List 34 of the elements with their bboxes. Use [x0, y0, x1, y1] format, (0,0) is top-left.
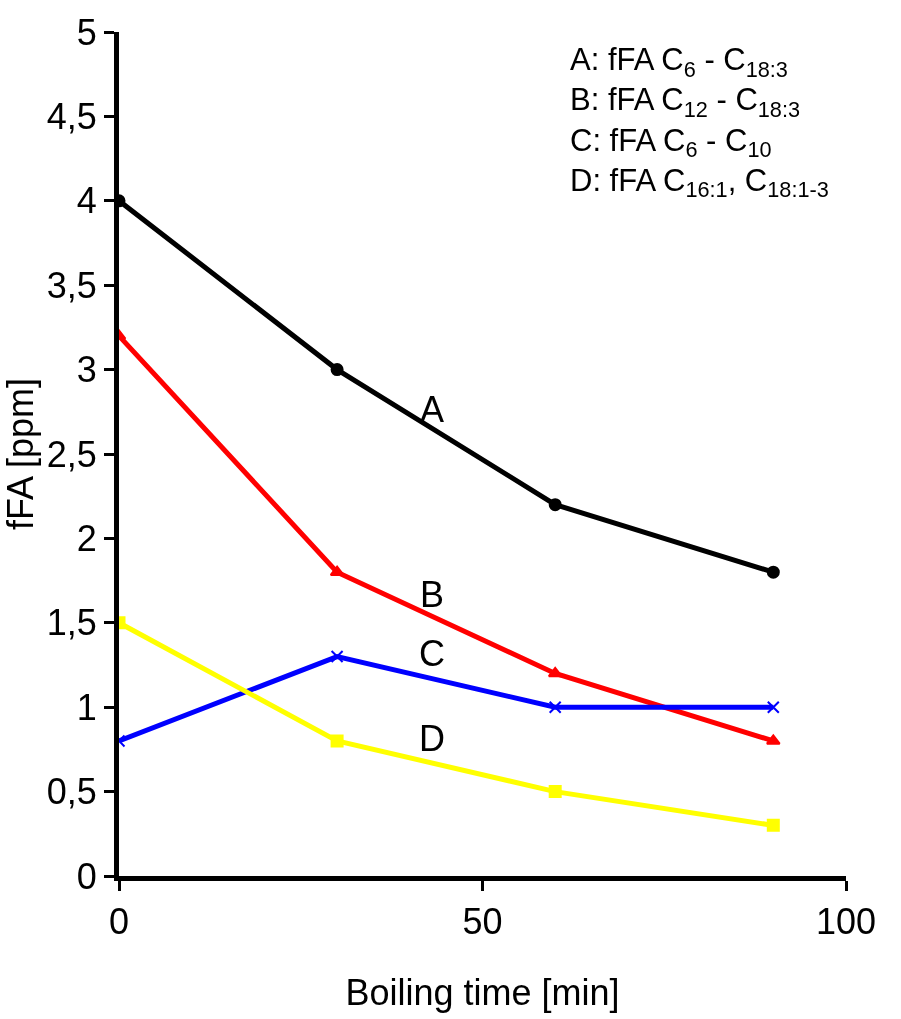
y-axis-title: fFA [ppm] [0, 377, 41, 531]
y-tick-label: 2 [76, 518, 97, 559]
point [330, 734, 344, 748]
point [766, 565, 780, 579]
y-tick-label: 4 [76, 180, 97, 222]
y-tick-label: 0,5 [46, 771, 97, 813]
series-label: A [420, 389, 445, 430]
point [548, 498, 562, 512]
y-tick-label: 0 [76, 855, 97, 897]
y-tick-label: 5 [76, 11, 97, 53]
y-tick-label: 1 [76, 686, 97, 728]
x-tick-label: 100 [815, 901, 877, 943]
point [548, 785, 562, 799]
annotation: A: fFA C$_{6}$ - C$_{18:3}$ [570, 42, 788, 82]
point [548, 700, 562, 714]
y-tick-label: 1,5 [46, 602, 97, 644]
annotation: C: fFA C$_{6}$ - C$_{10}$ [570, 122, 772, 163]
annotation: B: fFA C$_{12}$ - C$_{18:3}$ [570, 82, 800, 122]
y-tick-label: 2,5 [46, 433, 97, 475]
point [330, 363, 344, 377]
point [766, 700, 780, 714]
y-tick-label: 4,5 [46, 96, 97, 137]
y-tick-label: 3,5 [46, 264, 97, 306]
point [330, 650, 344, 664]
x-tick-label: 0 [108, 901, 130, 943]
series-label: C [419, 633, 445, 674]
series-label: B [420, 574, 445, 615]
x-tick-label: 50 [462, 901, 503, 943]
series-label: D [419, 718, 445, 759]
point [547, 666, 563, 678]
point [766, 818, 780, 832]
y-tick-label: 3 [76, 349, 97, 391]
x-axis-title: Boiling time [min] [345, 971, 620, 1013]
annotation: D: fFA C$_{16:1}$, C$_{18:1-3}$ [570, 162, 829, 203]
